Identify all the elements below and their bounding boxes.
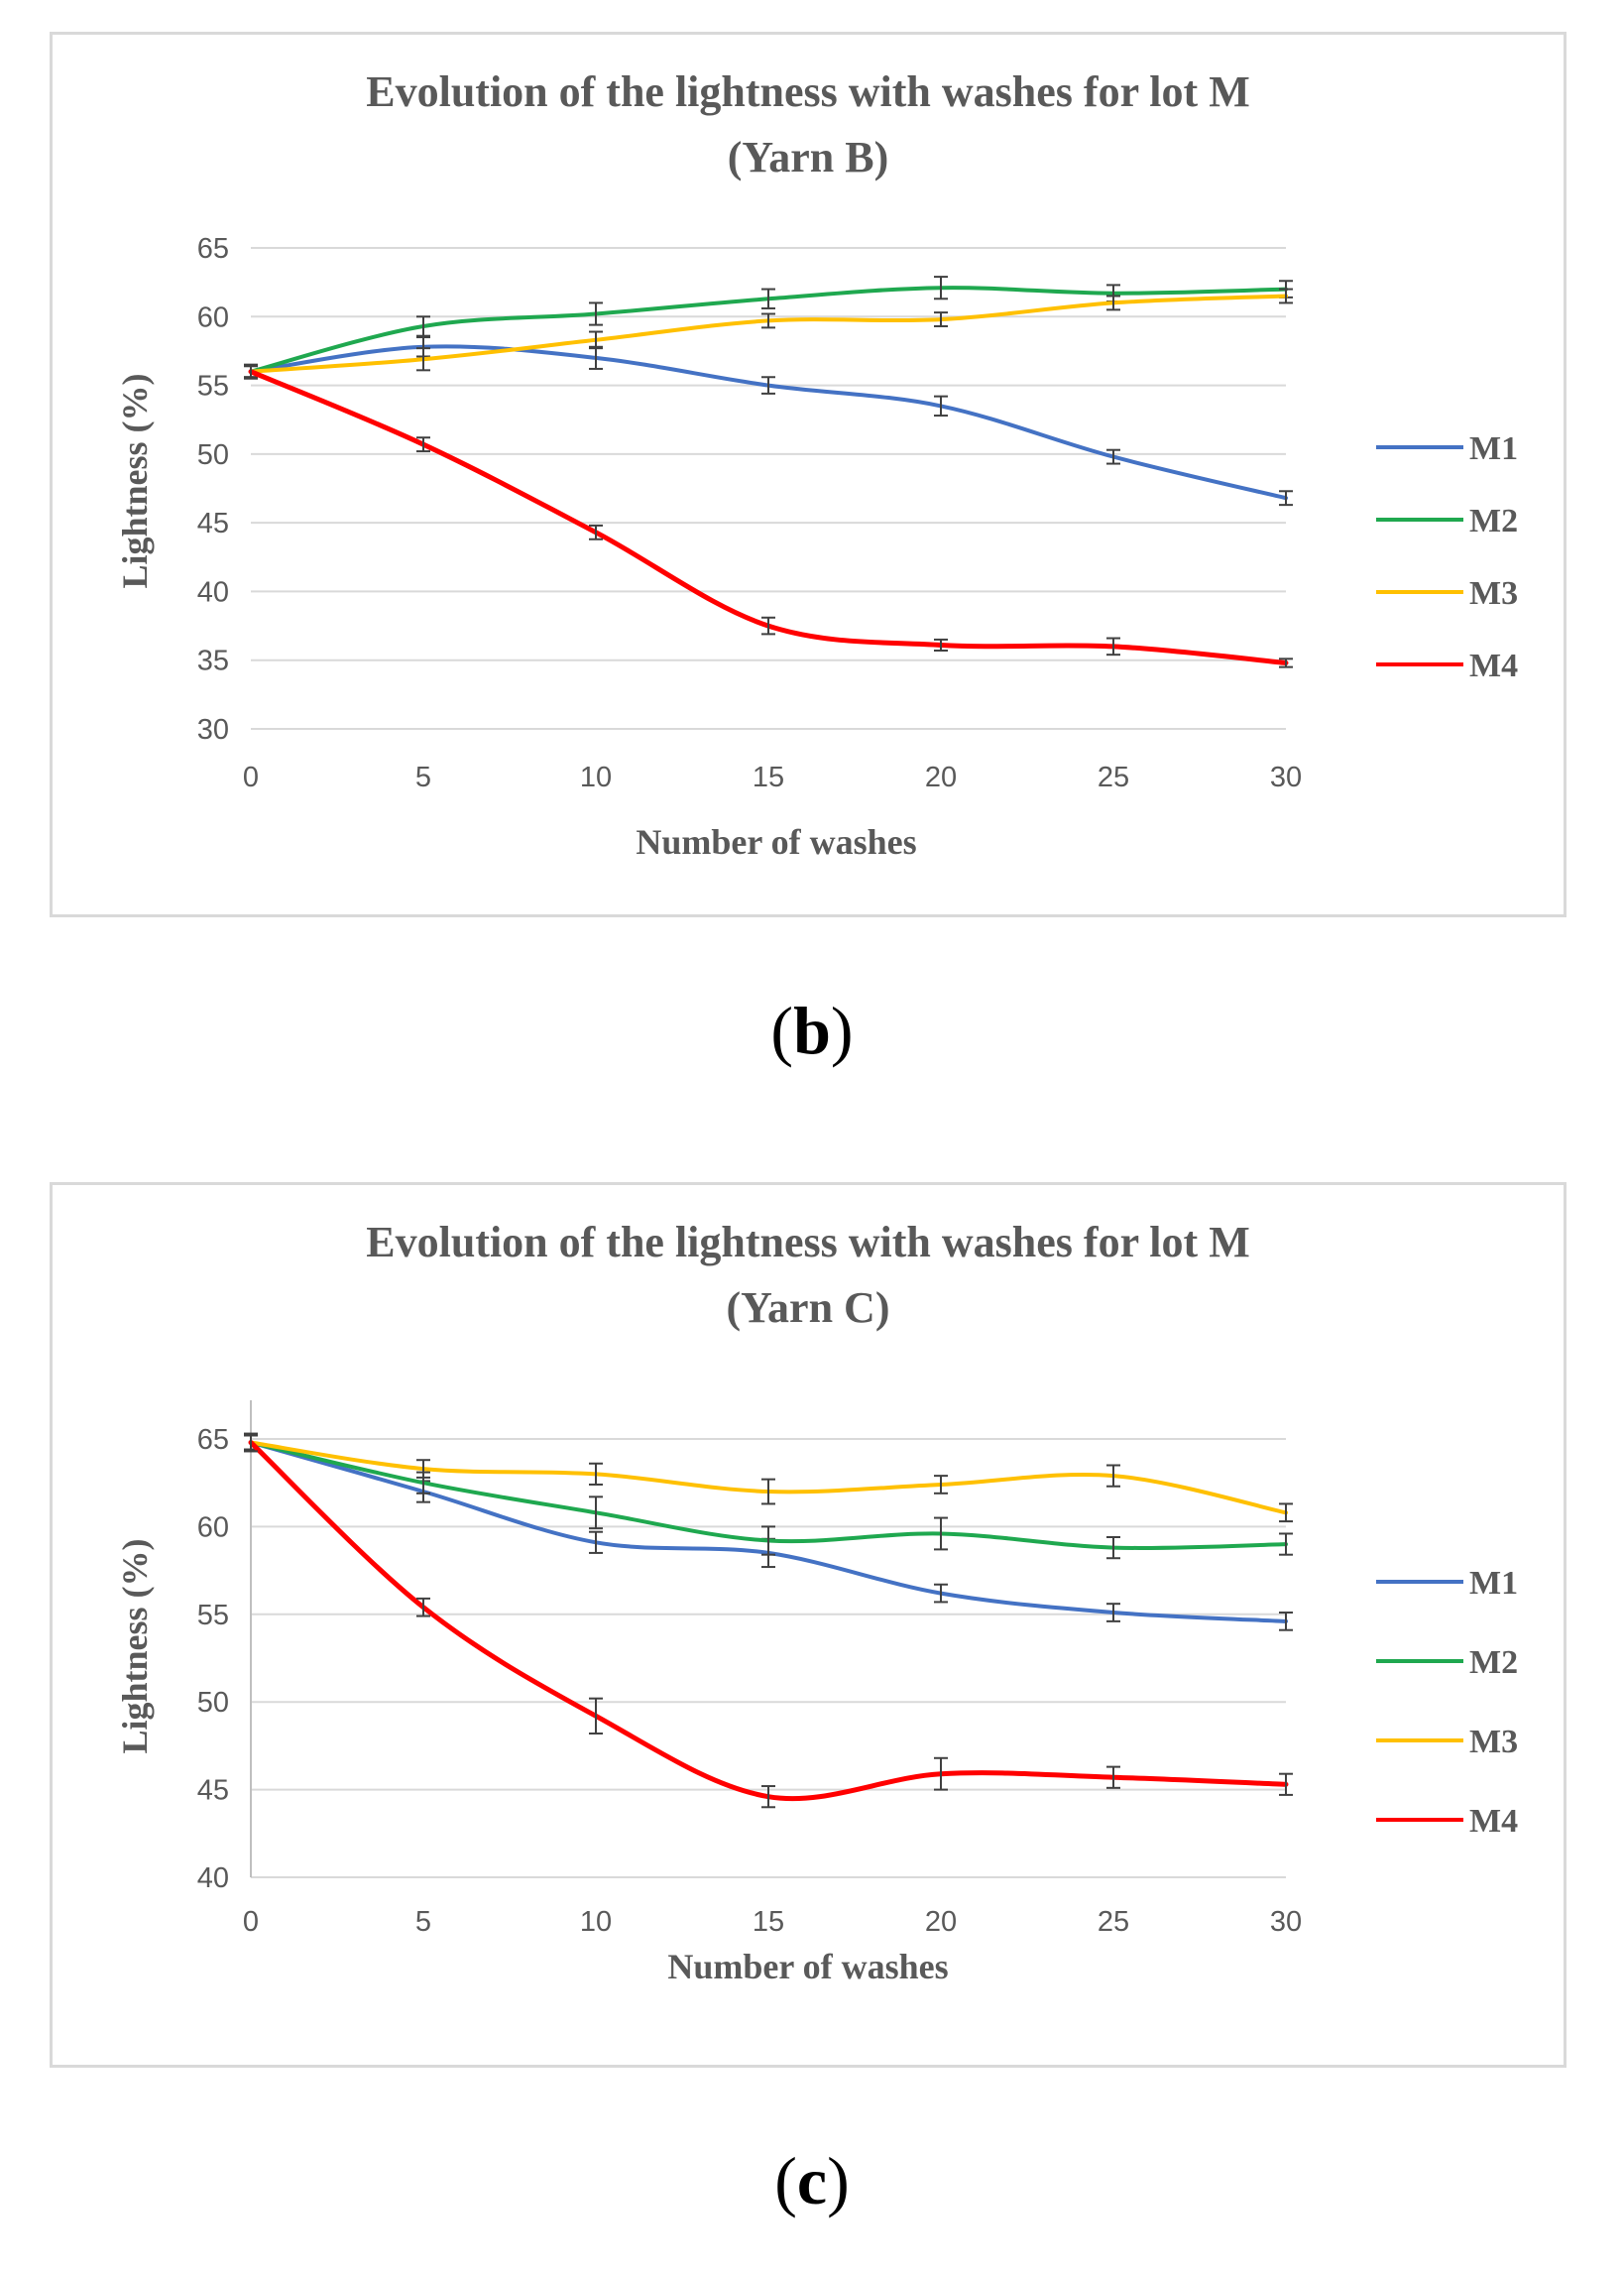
chart-c-xtick-label: 25 — [1098, 1906, 1129, 1938]
chart-b-svg: Evolution of the lightness with washes f… — [115, 67, 1518, 862]
chart-c-errorbar-m4 — [1106, 1765, 1120, 1789]
legend-c-label-m4: M4 — [1469, 1803, 1518, 1840]
caption-c: (c) — [774, 2143, 850, 2218]
chart-b-xtick-label: 25 — [1098, 762, 1129, 793]
chart-b-xtick-label: 5 — [415, 762, 431, 793]
chart-b-errorbar-m4 — [934, 638, 948, 653]
chart-c-errorbar-m4 — [1279, 1772, 1293, 1796]
legend-b-label-m2: M2 — [1469, 503, 1518, 539]
chart-b-xtick-label: 20 — [925, 762, 957, 793]
chart-c-errorbar-m1 — [1106, 1603, 1120, 1622]
chart-c-errorbar-m4 — [416, 1597, 430, 1617]
chart-b-errorbar-m2 — [934, 276, 948, 300]
chart-c-xtick-label: 5 — [415, 1906, 431, 1938]
chart-b-ytick-label: 55 — [197, 371, 229, 403]
chart-b-ytick-label: 30 — [197, 714, 229, 746]
chart-c-errorbar-m3 — [761, 1478, 775, 1505]
legend-c-label-m2: M2 — [1469, 1644, 1518, 1681]
chart-c-errorbar-m4 — [244, 1432, 258, 1453]
chart-b-errorbar-m4 — [1106, 637, 1120, 657]
chart-c-ytick-label: 40 — [197, 1862, 229, 1894]
chart-b-errorbar-m3 — [589, 330, 603, 350]
chart-b-errorbar-m2 — [589, 301, 603, 326]
chart-b-ytick-label: 50 — [197, 439, 229, 471]
chart-c-errorbar-m3 — [1106, 1464, 1120, 1488]
legend-b-label-m1: M1 — [1469, 430, 1518, 467]
chart-c-ytick-label: 65 — [197, 1424, 229, 1456]
chart-c-ytick-label: 60 — [197, 1511, 229, 1543]
chart-b-errorbar-m4 — [244, 363, 258, 380]
caption-b-letter: b — [793, 993, 831, 1068]
chart-b-errorbar-m3 — [761, 312, 775, 329]
chart-c-errorbar-m3 — [589, 1462, 603, 1486]
chart-b-errorbar-m3 — [1279, 288, 1293, 304]
chart-c-ytick-label: 50 — [197, 1687, 229, 1719]
chart-c-xtick-label: 20 — [925, 1906, 957, 1938]
chart-b-errorbar-m1 — [1106, 448, 1120, 465]
chart-c-errorbar-m2 — [589, 1495, 603, 1530]
chart-b-ytick-label: 40 — [197, 576, 229, 608]
chart-b-series-m1-line — [249, 344, 1288, 501]
chart-b-ytick-label: 60 — [197, 301, 229, 333]
chart-b-errorbar-m3 — [934, 311, 948, 327]
chart-b-xtick-label: 10 — [580, 762, 612, 793]
legend-c-label-m3: M3 — [1469, 1724, 1518, 1760]
chart-c-ytick-label: 45 — [197, 1775, 229, 1807]
chart-b-errorbar-m1 — [934, 395, 948, 418]
chart-b-errorbar-m2 — [761, 288, 775, 309]
legend-b-label-m3: M3 — [1469, 575, 1518, 612]
chart-c-title-line1: Evolution of the lightness with washes f… — [366, 1218, 1249, 1266]
chart-c-errorbar-m1 — [1279, 1612, 1293, 1631]
chart-c-errorbar-m1 — [589, 1530, 603, 1554]
chart-b-errorbar-m4 — [416, 436, 430, 453]
chart-c-errorbar-m2 — [1279, 1532, 1293, 1556]
chart-c-ylabel: Lightness (%) — [115, 1538, 155, 1753]
chart-c-title-line2: (Yarn C) — [727, 1283, 890, 1332]
chart-b-xtick-label: 0 — [243, 762, 259, 793]
chart-c-errorbar-m3 — [1279, 1502, 1293, 1523]
chart-b-xlabel: Number of washes — [636, 822, 916, 862]
legend-c-label-m1: M1 — [1469, 1565, 1518, 1602]
chart-c-xtick-label: 30 — [1270, 1906, 1302, 1938]
chart-c-xtick-label: 0 — [243, 1906, 259, 1938]
chart-b-title-line1: Evolution of the lightness with washes f… — [366, 67, 1249, 116]
caption-b: (b) — [770, 993, 854, 1068]
chart-b-ytick-label: 65 — [197, 233, 229, 265]
chart-b-ylabel: Lightness (%) — [115, 373, 155, 588]
chart-c-svg: Evolution of the lightness with washes f… — [115, 1218, 1518, 1986]
chart-b-title-line2: (Yarn B) — [728, 133, 889, 181]
chart-c-errorbar-m3 — [934, 1475, 948, 1495]
chart-b-errorbar-m1 — [1279, 490, 1293, 507]
caption-c-letter: c — [796, 2143, 828, 2218]
chart-c-errorbar-m2 — [934, 1516, 948, 1551]
chart-c-xlabel: Number of washes — [667, 1947, 948, 1986]
chart-c-ytick-label: 55 — [197, 1600, 229, 1631]
chart-c-errorbar-m3 — [416, 1459, 430, 1479]
chart-b-errorbar-m2 — [416, 315, 430, 337]
chart-b-errorbar-m4 — [761, 616, 775, 636]
chart-b-ytick-label: 45 — [197, 508, 229, 539]
chart-c-errorbar-m2 — [761, 1525, 775, 1556]
chart-c-xtick-label: 15 — [753, 1906, 784, 1938]
chart-c-errorbar-m4 — [589, 1697, 603, 1735]
chart-b-xtick-label: 15 — [753, 762, 784, 793]
chart-c-xtick-label: 10 — [580, 1906, 612, 1938]
chart-b-xtick-label: 30 — [1270, 762, 1302, 793]
chart-panel-c: Evolution of the lightness with washes f… — [50, 1182, 1566, 2068]
chart-b-ytick-label: 35 — [197, 646, 229, 677]
chart-c-errorbar-m4 — [934, 1756, 948, 1791]
chart-b-errorbar-m3 — [1106, 295, 1120, 311]
chart-b-errorbar-m4 — [589, 524, 603, 540]
chart-panel-b: Evolution of the lightness with washes f… — [50, 32, 1566, 917]
chart-b-errorbar-m3 — [416, 347, 430, 372]
legend-b-label-m4: M4 — [1469, 648, 1518, 684]
chart-b-errorbar-m1 — [761, 376, 775, 395]
chart-c-errorbar-m2 — [1106, 1536, 1120, 1560]
chart-c-errorbar-m4 — [761, 1785, 775, 1809]
chart-c-errorbar-m1 — [934, 1583, 948, 1604]
chart-b-errorbar-m4 — [1279, 658, 1293, 668]
